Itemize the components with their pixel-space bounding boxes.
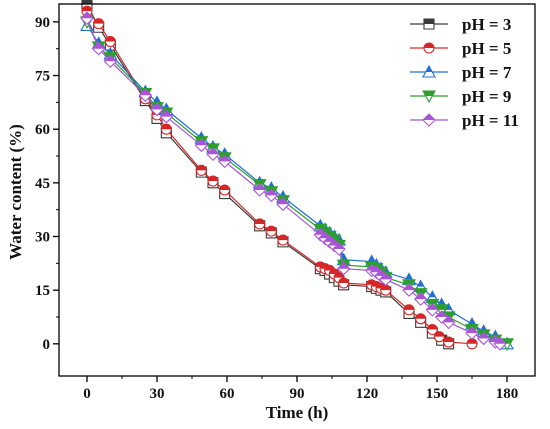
legend-label: pH = 3 [462, 15, 511, 34]
y-tick-label: 30 [35, 230, 50, 246]
data-point [159, 109, 174, 124]
data-point [207, 175, 219, 187]
data-point [332, 242, 346, 256]
legend-marker [423, 42, 435, 54]
data-point [252, 183, 267, 197]
data-point [93, 18, 105, 30]
y-tick-label: 60 [35, 122, 50, 138]
legend-entry-4: pH = 9 [410, 87, 511, 106]
data-point [194, 138, 209, 153]
x-tick-label: 150 [426, 386, 449, 402]
data-point [277, 234, 289, 246]
legend-entry-3: pH = 7 [410, 63, 512, 82]
data-point [264, 188, 279, 203]
data-point [443, 336, 455, 348]
data-point [413, 292, 428, 306]
data-point [425, 303, 440, 317]
data-point [265, 225, 277, 237]
legend-label: pH = 9 [462, 87, 511, 106]
y-tick-label: 15 [35, 283, 50, 299]
data-point [378, 272, 393, 287]
x-tick-label: 120 [356, 386, 379, 402]
y-tick-label: 0 [43, 337, 51, 353]
x-tick-label: 180 [496, 386, 519, 402]
y-tick-label: 90 [35, 15, 50, 31]
legend-marker [422, 64, 436, 78]
data-point [338, 277, 350, 289]
plot-frame [58, 3, 536, 377]
data-point [254, 218, 266, 230]
legend-label: pH = 7 [462, 63, 512, 82]
legend-entry-5: pH = 11 [410, 111, 519, 130]
data-point [104, 36, 116, 48]
series-line-5 [86, 18, 501, 345]
data-point [336, 261, 351, 276]
data-point [219, 184, 231, 196]
data-point [415, 313, 427, 325]
data-point [160, 123, 172, 135]
data-point [206, 147, 220, 162]
y-axis-label: Water content (%) [6, 124, 25, 260]
series-line-1 [86, 3, 449, 345]
data-point [195, 164, 207, 176]
data-point [80, 11, 94, 26]
legend-marker [422, 113, 436, 127]
y-tick-label: 45 [35, 176, 50, 192]
data-point [402, 283, 416, 297]
data-point [403, 304, 415, 316]
x-tick-label: 0 [83, 386, 91, 402]
data-point [91, 41, 106, 56]
data-point [466, 338, 478, 350]
x-tick-label: 30 [150, 386, 165, 402]
y-tick-label: 75 [35, 69, 50, 85]
data-point [465, 326, 479, 340]
data-point [441, 315, 456, 330]
series-line-3 [86, 25, 508, 345]
legend-label: pH = 5 [462, 39, 511, 58]
data-point [476, 331, 491, 346]
data-point [150, 102, 164, 117]
data-point [276, 197, 290, 212]
legend-marker [422, 90, 436, 104]
legend-entry-1: pH = 3 [410, 15, 511, 34]
data-point [103, 54, 118, 69]
x-axis-label: Time (h) [266, 403, 329, 422]
data-point [81, 5, 93, 17]
x-tick-label: 60 [220, 386, 235, 402]
legend-entry-2: pH = 5 [410, 39, 511, 58]
data-point [426, 323, 438, 336]
series-line-4 [86, 21, 508, 345]
data-point [433, 331, 445, 343]
data-point [138, 88, 153, 102]
legend-marker [423, 18, 435, 30]
data-point [493, 337, 507, 351]
x-tick-label: 90 [290, 386, 305, 402]
legend-label: pH = 11 [462, 111, 519, 130]
data-point [217, 154, 232, 169]
data-point [380, 284, 392, 296]
